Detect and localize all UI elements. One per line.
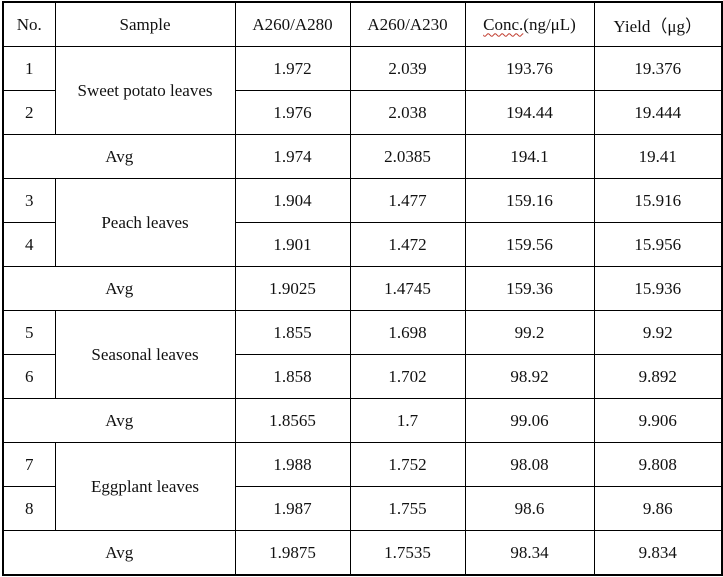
a260-a230-value: 1.702 bbox=[349, 354, 466, 399]
avg-yield-value: 9.906 bbox=[593, 398, 723, 443]
row-number: 2 bbox=[2, 90, 56, 135]
a260-a230-value: 1.472 bbox=[349, 222, 466, 267]
concentration-value: 98.6 bbox=[464, 486, 595, 531]
row-number: 5 bbox=[2, 310, 56, 355]
header-conc-prefix: Conc. bbox=[483, 14, 524, 34]
sample-name: Eggplant leaves bbox=[54, 442, 236, 531]
concentration-value: 159.56 bbox=[464, 222, 595, 267]
yield-value: 9.86 bbox=[593, 486, 723, 531]
table-row: 1 Sweet potato leaves 1.972 2.039 193.76 19.3… bbox=[2, 46, 723, 135]
average-label: Avg bbox=[2, 398, 236, 443]
average-row: Avg 1.974 2.0385 194.1 19.41 bbox=[2, 134, 723, 179]
avg-yield-value: 15.936 bbox=[593, 266, 723, 311]
average-label: Avg bbox=[2, 134, 236, 179]
a260-a280-value: 1.972 bbox=[234, 46, 351, 91]
a260-a280-value: 1.901 bbox=[234, 222, 351, 267]
concentration-value: 99.2 bbox=[464, 310, 595, 355]
avg-a260-a280-value: 1.9025 bbox=[234, 266, 351, 311]
concentration-value: 98.08 bbox=[464, 442, 595, 487]
header-no: No. bbox=[2, 1, 56, 47]
a260-a280-value: 1.855 bbox=[234, 310, 351, 355]
average-label: Avg bbox=[2, 266, 236, 311]
avg-concentration-value: 98.34 bbox=[464, 530, 595, 576]
header-yield: Yield（μg） bbox=[593, 1, 723, 47]
a260-a230-value: 1.477 bbox=[349, 178, 466, 223]
concentration-value: 194.44 bbox=[464, 90, 595, 135]
a260-a280-value: 1.987 bbox=[234, 486, 351, 531]
avg-a260-a230-value: 1.4745 bbox=[349, 266, 466, 311]
header-conc-unit: (ng/μL) bbox=[523, 14, 576, 34]
average-row: Avg 1.9875 1.7535 98.34 9.834 bbox=[2, 530, 723, 576]
avg-a260-a280-value: 1.8565 bbox=[234, 398, 351, 443]
header-a260-a280: A260/A280 bbox=[234, 1, 351, 47]
header-a260-a230: A260/A230 bbox=[349, 1, 466, 47]
average-label: Avg bbox=[2, 530, 236, 576]
table-row: 7 Eggplant leaves 1.988 1.752 98.08 9.808 bbox=[2, 442, 723, 531]
yield-value: 19.444 bbox=[593, 90, 723, 135]
row-number: 6 bbox=[2, 354, 56, 399]
a260-a230-value: 1.752 bbox=[349, 442, 466, 487]
header-sample: Sample bbox=[54, 1, 236, 47]
avg-a260-a280-value: 1.974 bbox=[234, 134, 351, 179]
row-number: 8 bbox=[2, 486, 56, 531]
table-row: 4 1.901 1.472 159.56 15.956 bbox=[2, 222, 723, 267]
a260-a280-value: 1.858 bbox=[234, 354, 351, 399]
concentration-value: 193.76 bbox=[464, 46, 595, 91]
a260-a230-value: 2.038 bbox=[349, 90, 466, 135]
avg-yield-value: 9.834 bbox=[593, 530, 723, 576]
header-row: No. Sample A260/A280 A260/A230 Conc.(ng/… bbox=[2, 1, 723, 47]
table-row: 8 1.987 1.755 98.6 9.86 bbox=[2, 486, 723, 531]
a260-a280-value: 1.976 bbox=[234, 90, 351, 135]
row-number: 1 bbox=[2, 46, 56, 91]
sample-name: Sweet potato leaves bbox=[54, 46, 236, 135]
a260-a280-value: 1.904 bbox=[234, 178, 351, 223]
yield-value: 9.808 bbox=[593, 442, 723, 487]
avg-concentration-value: 159.36 bbox=[464, 266, 595, 311]
average-row: Avg 1.8565 1.7 99.06 9.906 bbox=[2, 398, 723, 443]
avg-concentration-value: 99.06 bbox=[464, 398, 595, 443]
a260-a230-value: 2.039 bbox=[349, 46, 466, 91]
table-row: 2 1.976 2.038 194.44 19.444 bbox=[2, 90, 723, 135]
row-number: 4 bbox=[2, 222, 56, 267]
yield-value: 9.892 bbox=[593, 354, 723, 399]
table-row: 5 Seasonal leaves 1.855 1.698 99.2 9.92 bbox=[2, 310, 723, 399]
table-row: 3 Peach leaves 1.904 1.477 159.16 15.916 bbox=[2, 178, 723, 267]
avg-a260-a230-value: 1.7 bbox=[349, 398, 466, 443]
a260-a230-value: 1.698 bbox=[349, 310, 466, 355]
yield-value: 15.916 bbox=[593, 178, 723, 223]
concentration-value: 98.92 bbox=[464, 354, 595, 399]
average-row: Avg 1.9025 1.4745 159.36 15.936 bbox=[2, 266, 723, 311]
concentration-value: 159.16 bbox=[464, 178, 595, 223]
header-concentration: Conc.(ng/μL) bbox=[464, 1, 595, 47]
yield-value: 19.376 bbox=[593, 46, 723, 91]
a260-a230-value: 1.755 bbox=[349, 486, 466, 531]
a260-a280-value: 1.988 bbox=[234, 442, 351, 487]
table-body: 1 Sweet potato leaves 1.972 2.039 193.76 19.3… bbox=[2, 46, 723, 576]
avg-yield-value: 19.41 bbox=[593, 134, 723, 179]
yield-value: 9.92 bbox=[593, 310, 723, 355]
avg-a260-a230-value: 1.7535 bbox=[349, 530, 466, 576]
row-number: 7 bbox=[2, 442, 56, 487]
avg-a260-a230-value: 2.0385 bbox=[349, 134, 466, 179]
table-row: 6 1.858 1.702 98.92 9.892 bbox=[2, 354, 723, 399]
sample-name: Peach leaves bbox=[54, 178, 236, 267]
row-number: 3 bbox=[2, 178, 56, 223]
avg-concentration-value: 194.1 bbox=[464, 134, 595, 179]
yield-value: 15.956 bbox=[593, 222, 723, 267]
sample-name: Seasonal leaves bbox=[54, 310, 236, 399]
avg-a260-a280-value: 1.9875 bbox=[234, 530, 351, 576]
